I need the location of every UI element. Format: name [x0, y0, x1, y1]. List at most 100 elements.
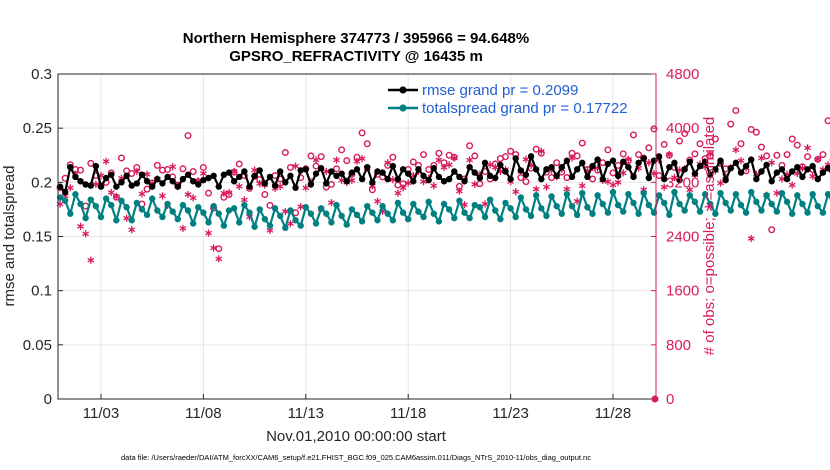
rmse-point: [492, 174, 499, 182]
rmse-point: [727, 165, 734, 172]
rmse-point: [440, 178, 448, 185]
totalspread-point: [753, 198, 760, 206]
obs-possible-point: [824, 117, 830, 125]
totalspread-point: [794, 192, 801, 199]
rmse-point: [486, 172, 494, 180]
totalspread-point: [353, 211, 361, 219]
totalspread-point: [282, 224, 289, 232]
obs-possible-point: [619, 150, 627, 158]
obs-assimilated-point: [199, 169, 207, 178]
obs-assimilated-point: [542, 183, 550, 191]
rmse-point: [72, 173, 79, 181]
rmse-point: [773, 169, 781, 176]
rmse-point: [312, 170, 320, 177]
rmse-point: [502, 168, 509, 175]
totalspread-point: [809, 191, 816, 198]
rmse-point: [630, 173, 637, 181]
totalspread-point: [195, 204, 202, 211]
rmse-point: [655, 153, 663, 160]
obs-possible-point: [199, 163, 207, 171]
totalspread-point: [61, 197, 69, 204]
obs-possible-point: [343, 157, 351, 165]
totalspread-point: [292, 217, 299, 224]
obs-possible-point: [599, 159, 607, 167]
obs-assimilated-point: [107, 188, 115, 197]
rmse-point: [343, 178, 350, 185]
legend-rmse-marker: [399, 86, 407, 94]
right-y-axis: 0 800 1600 2400 3200 4000 4800: [651, 66, 699, 408]
obs-assimilated-point: [374, 197, 381, 205]
obs-possible-point: [522, 178, 530, 186]
legend-spread-marker: [399, 104, 407, 112]
rmse-point: [282, 179, 289, 186]
totalspread-point: [471, 201, 478, 209]
left-tick-label: 0.25: [23, 120, 52, 137]
totalspread-point: [625, 191, 632, 198]
x-tick-label: 11/03: [83, 405, 119, 422]
obs-possible-point: [409, 158, 417, 166]
obs-possible-point: [363, 140, 371, 148]
totalspread-point: [297, 222, 304, 229]
totalspread-point: [517, 194, 525, 201]
rmse-point: [804, 166, 811, 173]
rmse-point: [707, 171, 714, 178]
obs-possible-point: [317, 153, 325, 161]
rmse-point: [394, 175, 402, 183]
totalspread-point: [701, 191, 709, 198]
obs-possible-point: [179, 165, 187, 173]
rmse-point: [599, 175, 606, 183]
totalspread-point: [343, 221, 350, 228]
rmse-point: [666, 163, 673, 171]
left-y-axis: 0 0.05 0.1 0.15 0.2 0.25 0.3: [23, 66, 63, 408]
obs-assimilated-point: [327, 199, 335, 207]
rmse-point: [788, 168, 796, 175]
rmse-point: [77, 178, 84, 185]
obs-possible-point: [215, 245, 223, 253]
obs-possible-point: [650, 125, 658, 133]
obs-possible-point: [399, 180, 407, 188]
obs-possible-point: [763, 152, 771, 160]
x-tick-label: 11/18: [390, 405, 426, 422]
totalspread-point: [92, 202, 100, 210]
obs-possible-point: [665, 151, 673, 159]
obs-assimilated-point: [159, 192, 166, 200]
rmse-point: [323, 180, 330, 187]
obs-possible-point: [333, 165, 341, 173]
obs-possible-point: [747, 126, 755, 134]
totalspread-point: [507, 205, 514, 212]
obs-possible-point: [435, 149, 443, 157]
rmse-point: [742, 162, 750, 170]
totalspread-point: [727, 207, 734, 214]
rmse-point: [748, 156, 755, 163]
obs-assimilated-point: [660, 183, 668, 191]
totalspread-point: [532, 192, 540, 199]
obs-possible-point: [691, 150, 699, 158]
obs-possible-point: [389, 153, 397, 161]
obs-assimilated-point: [102, 157, 110, 165]
totalspread-point: [307, 210, 315, 217]
totalspread-point: [696, 208, 704, 215]
rmse-point: [594, 156, 601, 163]
totalspread-point: [230, 205, 238, 212]
totalspread-point: [379, 202, 386, 210]
rmse-point: [236, 173, 243, 181]
obs-possible-point: [128, 170, 136, 178]
totalspread-point: [579, 189, 586, 197]
rmse-point: [645, 174, 653, 182]
totalspread-point: [527, 212, 535, 220]
totalspread-point: [492, 207, 499, 214]
rmse-point: [532, 166, 540, 173]
totalspread-point: [374, 217, 381, 224]
x-axis-label: Nov.01,2010 00:00:00 start: [266, 428, 447, 445]
totalspread-point: [261, 215, 269, 223]
rmse-point: [471, 169, 478, 176]
right-tick-label: 4000: [666, 120, 699, 137]
totalspread-point: [666, 211, 673, 219]
rmse-point: [399, 166, 407, 173]
totalspread-point: [476, 204, 484, 211]
totalspread-point: [558, 210, 565, 217]
totalspread-point: [205, 219, 212, 226]
obs-possible-point: [220, 193, 228, 201]
totalspread-point: [189, 220, 197, 227]
